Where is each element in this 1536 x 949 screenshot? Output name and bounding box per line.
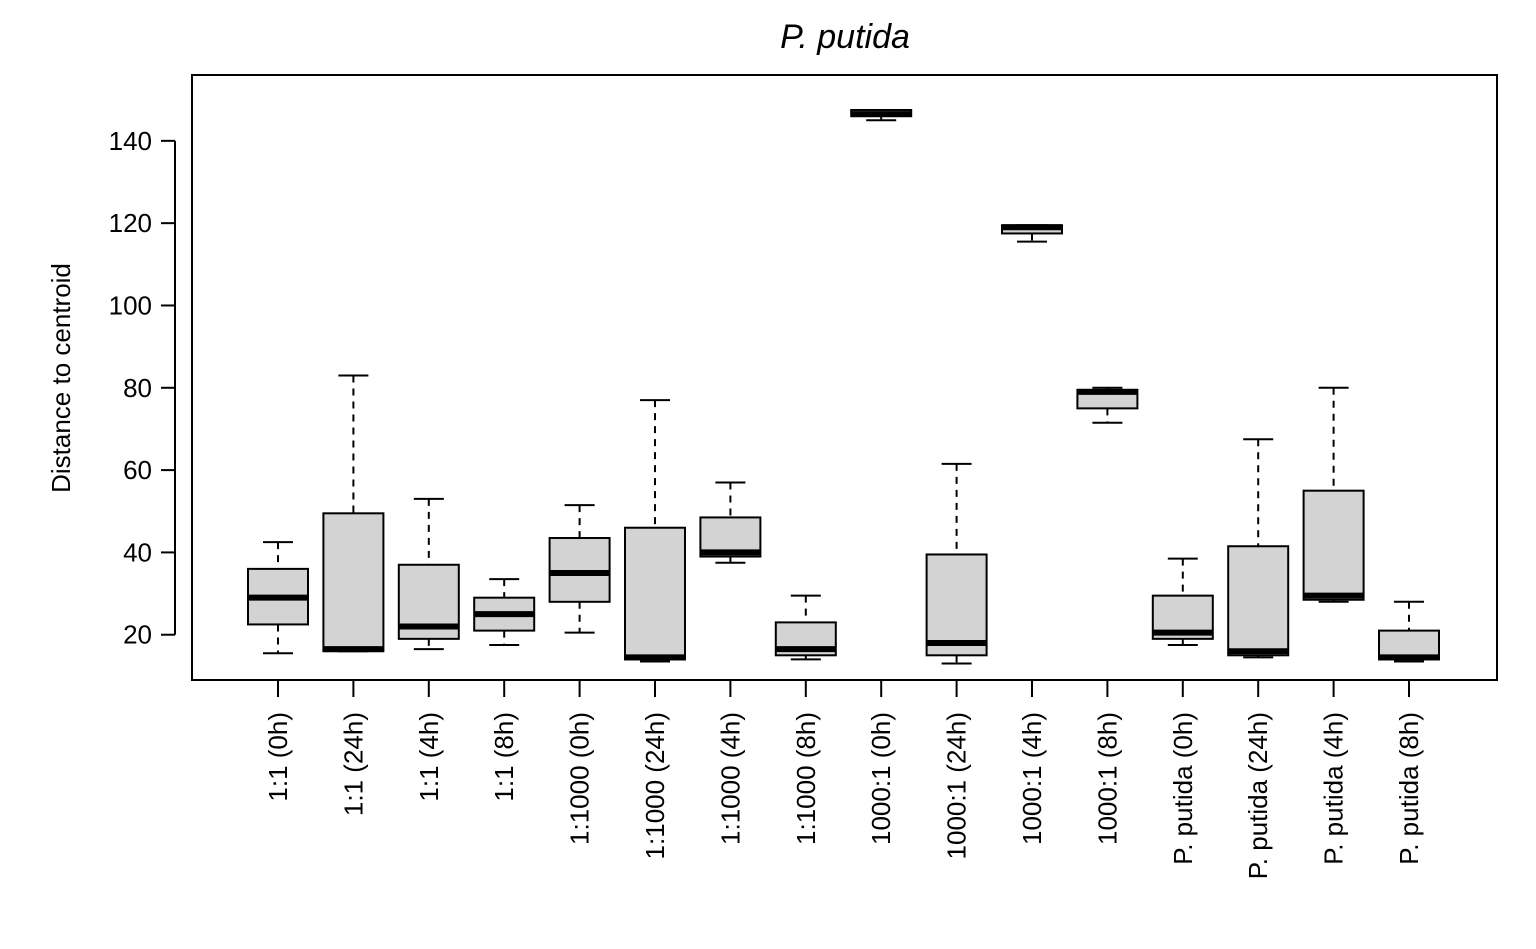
box-12: [1076, 386, 1139, 424]
x-tick-label: 1:1000 (0h): [565, 712, 595, 845]
y-tick-label: 120: [109, 208, 152, 238]
x-tick-label: P. putida (4h): [1319, 712, 1349, 865]
x-tick-label: 1000:1 (0h): [866, 712, 896, 845]
y-axis: 20 40 60 80 100 120 140: [109, 126, 176, 650]
box-6: [624, 399, 686, 663]
box-15: [1302, 386, 1365, 603]
box-9: [850, 108, 913, 122]
box-16: [1378, 600, 1440, 663]
x-tick-label: 1000:1 (8h): [1092, 712, 1122, 845]
x-tick-label: 1:1000 (24h): [640, 712, 670, 859]
iqr-box: [548, 537, 611, 603]
iqr-box: [1227, 545, 1290, 657]
x-tick-label: P. putida (24h): [1243, 712, 1273, 879]
iqr-box: [925, 553, 988, 657]
box-7: [699, 481, 762, 564]
y-tick-label: 80: [123, 373, 152, 403]
box-11: [1001, 224, 1063, 243]
x-tick-label: 1:1 (0h): [263, 712, 293, 802]
box-14: [1227, 438, 1290, 659]
x-tick-label: 1000:1 (4h): [1017, 712, 1047, 845]
iqr-box: [322, 512, 385, 653]
y-tick-label: 100: [109, 290, 152, 320]
x-tick-label: 1000:1 (24h): [942, 712, 972, 859]
box-10: [925, 462, 988, 665]
x-tick-label: P. putida (8h): [1394, 712, 1424, 865]
x-tick-label: 1:1000 (8h): [791, 712, 821, 845]
box-8: [774, 594, 837, 661]
y-tick-label: 20: [123, 620, 152, 650]
y-tick-label: 40: [123, 537, 152, 567]
x-tick-label: 1:1000 (4h): [715, 712, 745, 845]
y-axis-label: Distance to centroid: [46, 263, 76, 493]
plot-frame: [191, 74, 1498, 681]
box-4: [473, 578, 536, 647]
x-tick-label: P. putida (0h): [1168, 712, 1198, 865]
box-3: [397, 497, 460, 651]
box-1: [247, 541, 309, 655]
x-tick-label: 1:1 (8h): [489, 712, 519, 802]
chart-title: P. putida: [780, 18, 910, 56]
box-series: [247, 108, 1440, 665]
y-tick-label: 60: [123, 455, 152, 485]
x-tick-label: 1:1 (4h): [414, 712, 444, 802]
box-13: [1151, 557, 1214, 647]
y-tick-label: 140: [109, 126, 152, 156]
iqr-box: [1302, 489, 1365, 601]
box-2: [322, 374, 385, 653]
iqr-box: [624, 526, 686, 661]
box-5: [548, 504, 611, 634]
x-tick-label: 1:1 (24h): [338, 712, 368, 816]
x-axis: 1:1 (0h) 1:1 (24h) 1:1 (4h) 1:1 (8h) 1:1000 …: [263, 679, 1424, 879]
